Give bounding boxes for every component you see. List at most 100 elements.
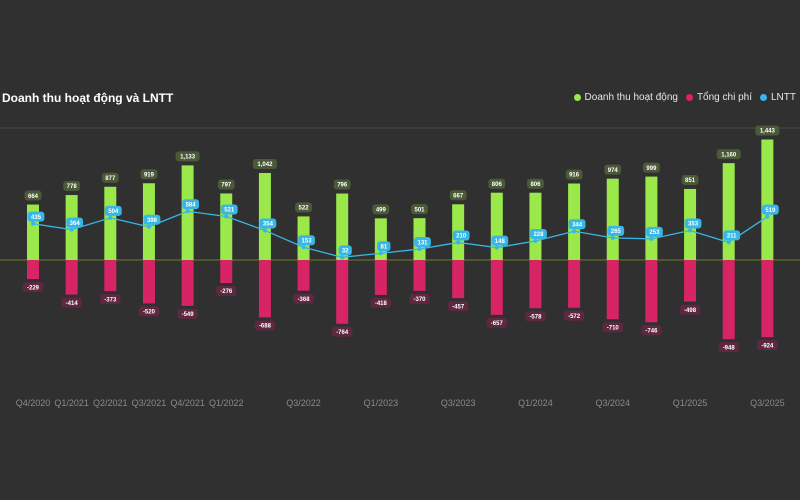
cost-data-label: -370 [409,293,430,304]
cost-bar [722,260,735,340]
svg-text:1,042: 1,042 [257,162,273,168]
cost-data-label: -457 [447,301,469,312]
revenue-data-label: 499 [372,204,390,215]
x-tick-label: Q3/2025 [750,398,785,408]
profit-data-label: 584 [182,199,199,210]
svg-text:522: 522 [299,206,310,212]
x-tick-label: Q1/2021 [54,398,89,408]
cost-bar [490,260,503,315]
svg-text:210: 210 [456,234,467,240]
profit-data-label: 354 [259,218,277,229]
cost-bar [104,260,117,292]
profit-data-label: 435 [27,211,45,222]
profit-data-label: 344 [568,219,586,230]
svg-text:-498: -498 [684,308,697,314]
cost-data-label: -764 [332,326,353,337]
svg-text:-710: -710 [607,325,620,331]
cost-data-label: -373 [100,294,121,305]
svg-text:-688: -688 [259,324,272,330]
profit-point [378,251,383,256]
svg-text:851: 851 [685,178,696,184]
cost-bar [645,260,658,323]
profit-data-label: 265 [607,225,625,236]
revenue-data-label: 974 [604,164,622,175]
profit-data-label: 32 [338,245,352,256]
revenue-bar [258,172,271,260]
svg-text:-414: -414 [66,301,79,307]
svg-text:1,443: 1,443 [760,129,776,135]
svg-text:32: 32 [342,249,349,255]
revenue-bar [104,186,117,260]
profit-point [610,235,615,240]
svg-text:-924: -924 [761,343,774,349]
cost-bar [220,260,233,284]
profit-point [262,228,267,233]
profit-point [533,238,538,243]
cost-bar [336,260,349,324]
cost-data-label: -368 [293,293,314,304]
svg-text:916: 916 [569,173,580,179]
svg-text:806: 806 [492,182,503,188]
profit-point [31,221,35,226]
profit-data-label: 211 [723,230,741,241]
revenue-bar [761,139,774,260]
svg-text:806: 806 [530,182,541,188]
revenue-bar [336,193,349,260]
revenue-data-label: 522 [295,202,312,213]
profit-point [726,240,731,245]
svg-text:521: 521 [224,208,235,214]
svg-text:797: 797 [221,183,232,189]
profit-data-label: 521 [220,204,238,215]
svg-text:-948: -948 [723,345,736,351]
revenue-data-label: 806 [488,178,506,189]
cost-bar [374,260,387,295]
profit-point [649,236,654,241]
profit-data-label: 519 [761,204,779,215]
cost-bar [761,260,774,338]
cost-bar [27,260,39,280]
revenue-data-label: 999 [643,162,660,173]
x-tick-label: Q1/2022 [209,398,244,408]
legend-label-profit: LNTT [771,92,796,103]
profit-point [688,228,693,233]
profit-point [417,247,422,252]
cost-bar [142,260,155,304]
revenue-data-label: 778 [63,181,81,192]
x-tick-label: Q3/2024 [595,398,630,408]
profit-data-label: 228 [530,228,547,239]
svg-text:354: 354 [263,222,274,228]
svg-text:499: 499 [376,208,387,214]
svg-text:265: 265 [611,229,622,235]
profit-point [108,215,113,220]
svg-text:-520: -520 [143,310,156,316]
cost-bar [297,260,310,291]
revenue-data-label: 797 [217,179,235,190]
revenue-bar [645,176,658,260]
svg-text:364: 364 [70,221,81,227]
revenue-bar [220,193,233,260]
svg-text:-657: -657 [491,321,504,327]
legend-item-cost[interactable]: Tổng chi phí [685,92,752,103]
profit-data-label: 504 [104,205,122,216]
cost-data-label: -924 [757,340,778,351]
profit-point [146,224,151,229]
profit-point [69,227,74,232]
svg-text:344: 344 [572,222,583,228]
svg-text:919: 919 [144,172,155,178]
legend-item-profit[interactable]: LNTT [760,92,796,103]
cost-bar [65,260,78,295]
cost-data-label: -414 [61,297,82,308]
profit-point [456,240,461,245]
x-tick-label: Q1/2024 [518,398,553,408]
cost-data-label: -276 [216,286,237,297]
profit-data-label: 131 [414,237,431,248]
svg-text:-373: -373 [104,297,117,303]
x-tick-label: Q4/2020 [16,398,51,408]
svg-text:253: 253 [649,230,660,236]
svg-text:667: 667 [453,194,464,200]
cost-data-label: -688 [254,320,276,331]
cost-data-label: -657 [486,317,507,328]
legend-item-revenue[interactable]: Doanh thu hoạt động [573,92,678,103]
profit-data-label: 353 [684,218,702,229]
